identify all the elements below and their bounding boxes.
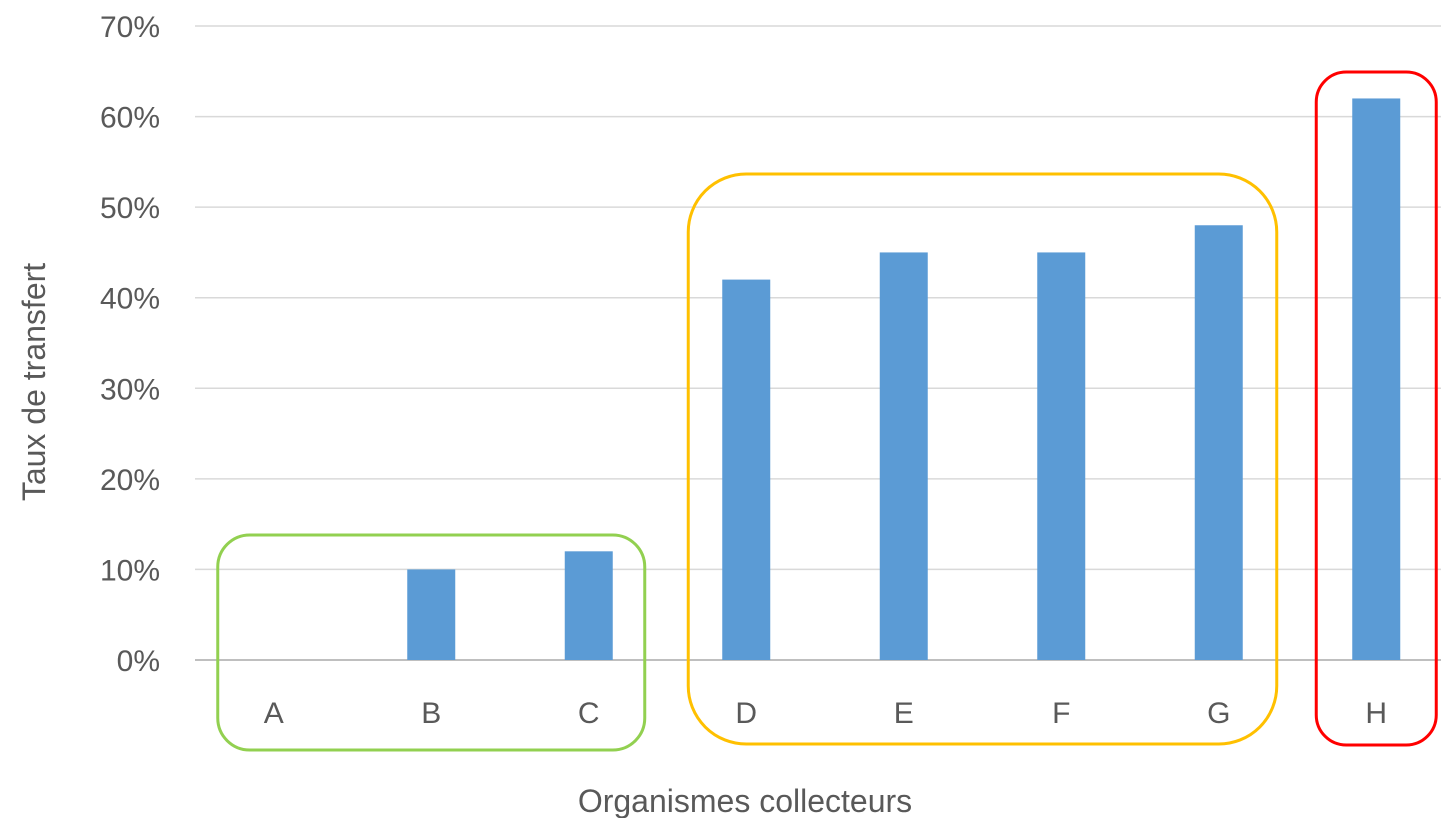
group-outline-abc: [216, 533, 647, 752]
y-tick-label: 30%: [100, 373, 160, 406]
x-axis-label: Organismes collecteurs: [578, 783, 912, 818]
group-outline-defg: [686, 172, 1279, 746]
x-tick-label: B: [421, 697, 441, 730]
x-tick-label: D: [735, 697, 757, 730]
x-tick-label: E: [894, 697, 914, 730]
y-tick-label: 70%: [100, 11, 160, 44]
bar-b: [407, 569, 456, 660]
bar-c: [564, 551, 613, 660]
bar-d: [722, 279, 771, 660]
y-tick-label: 0%: [117, 645, 160, 678]
y-tick-label: 40%: [100, 283, 160, 316]
y-tick-label: 20%: [100, 464, 160, 497]
y-tick-label: 50%: [100, 192, 160, 225]
bar-f: [1037, 252, 1086, 660]
bar-h: [1352, 98, 1401, 660]
y-axis-label: Taux de transfert: [16, 263, 52, 501]
x-tick-labels: A B C D E F G H: [264, 697, 1387, 730]
bar-e: [879, 252, 928, 660]
group-outline-h: [1314, 70, 1438, 747]
x-tick-label: C: [578, 697, 600, 730]
gridlines: [195, 25, 1441, 661]
bar-g: [1194, 225, 1243, 660]
y-tick-label: 10%: [100, 554, 160, 587]
x-tick-label: F: [1052, 697, 1070, 730]
group-outlines: [216, 70, 1438, 752]
y-tick-label: 60%: [100, 102, 160, 135]
x-tick-label: G: [1207, 697, 1230, 730]
x-tick-label: H: [1365, 697, 1387, 730]
x-tick-label: A: [264, 697, 284, 730]
bars: [407, 98, 1401, 660]
y-tick-labels: 0% 10% 20% 30% 40% 50% 60% 70%: [100, 11, 160, 678]
